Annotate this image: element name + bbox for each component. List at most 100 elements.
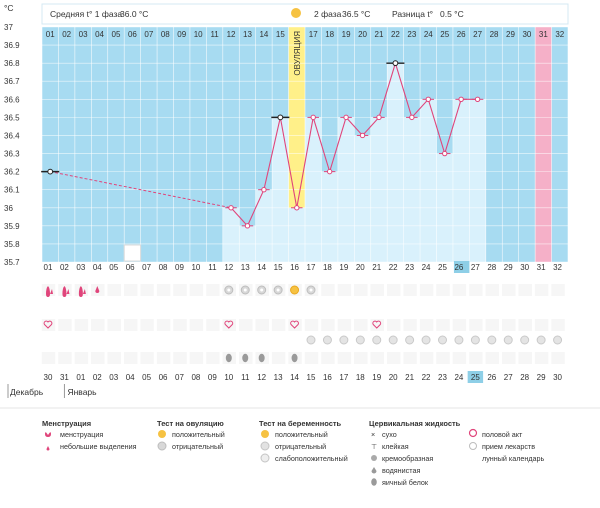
row-cell xyxy=(156,319,171,331)
cycle-day-label: 15 xyxy=(274,263,283,272)
row-cell xyxy=(485,352,500,364)
row-cell xyxy=(255,319,269,331)
pregtest-negative-icon xyxy=(306,335,316,345)
diff-label: Разница t° xyxy=(392,9,433,19)
temp-point xyxy=(343,114,349,121)
cycle-day-label: 16 xyxy=(290,263,299,272)
top-day-label: 18 xyxy=(325,30,334,39)
cycle-day-label: 27 xyxy=(471,263,480,272)
dry-icon: × xyxy=(371,430,375,439)
ovtest-negative-dot xyxy=(227,288,231,292)
calendar-date: 10 xyxy=(224,373,233,382)
row-cell xyxy=(123,352,138,364)
calendar-date: 01 xyxy=(76,373,85,382)
pregtest-negative-icon xyxy=(322,335,332,345)
cycle-day-label: 26 xyxy=(454,263,463,272)
intercourse-icon xyxy=(468,428,478,438)
cycle-day-label: 14 xyxy=(257,263,266,272)
menstruation-drop-icon xyxy=(62,286,70,297)
cycle-day-label: 31 xyxy=(537,263,546,272)
calendar-date: 05 xyxy=(142,373,151,382)
row-cell xyxy=(140,352,154,364)
top-day-label: 29 xyxy=(506,30,515,39)
top-day-label: 03 xyxy=(79,30,88,39)
ovtest-negative-dot xyxy=(260,288,264,292)
row-cell xyxy=(502,284,516,296)
pregtest-negative-icon xyxy=(339,335,349,345)
row-cell xyxy=(74,352,89,364)
top-day-label: 06 xyxy=(128,30,137,39)
cycle-day-label: 12 xyxy=(224,263,233,272)
phase2-value: 36.5 °C xyxy=(342,9,370,19)
cycle-day-label: 17 xyxy=(307,263,316,272)
row-cell xyxy=(74,319,89,331)
temp-bar xyxy=(354,135,371,262)
cycle-day-label: 25 xyxy=(438,263,447,272)
legend-ovtest-title: Тест на овуляцию xyxy=(157,419,224,428)
top-day-label: 21 xyxy=(375,30,384,39)
temp-point xyxy=(474,96,481,103)
row-cell xyxy=(107,352,121,364)
row-cell xyxy=(386,284,401,296)
calendar-date: 22 xyxy=(422,373,431,382)
row-cell xyxy=(518,284,532,296)
calendar-date: 30 xyxy=(553,373,562,382)
top-day-label: 28 xyxy=(490,30,499,39)
y-tick-label: 36.1 xyxy=(4,186,20,195)
top-day-label: 04 xyxy=(95,30,104,39)
row-cell xyxy=(534,352,549,364)
cycle-day-label: 19 xyxy=(339,263,348,272)
row-cell xyxy=(452,284,467,296)
intercourse-icon xyxy=(372,320,382,329)
top-day-label: 22 xyxy=(391,30,400,39)
row-cell xyxy=(370,284,384,296)
row-cell xyxy=(518,352,532,364)
pregtest-negative-icon xyxy=(405,335,415,345)
row-cell xyxy=(321,284,335,296)
top-day-label: 10 xyxy=(194,30,203,39)
top-day-label: 25 xyxy=(440,30,449,39)
legend-menstruation-item: менструация xyxy=(60,430,103,439)
intercourse-icon xyxy=(224,320,234,329)
row-cell xyxy=(403,352,417,364)
legend-cervical-creamy: кремообразная xyxy=(382,454,433,463)
cycle-day-label: 01 xyxy=(44,263,53,272)
legend-pregtest-positive: положительный xyxy=(275,430,328,439)
period-column xyxy=(535,27,552,262)
row-cell xyxy=(107,284,121,296)
top-day-label: 31 xyxy=(539,30,548,39)
row-cell xyxy=(485,284,500,296)
pregtest-negative-icon xyxy=(372,335,382,345)
cycle-day-label: 20 xyxy=(356,263,365,272)
temp-line-dashed xyxy=(50,171,232,209)
calendar-date: 28 xyxy=(520,373,529,382)
y-tick-label: 35.8 xyxy=(4,240,20,249)
ovulation-sun-icon xyxy=(291,8,301,18)
egg-white-icon xyxy=(371,478,377,486)
row-cell xyxy=(156,352,171,364)
temp-point xyxy=(425,96,431,103)
cycle-day-label: 08 xyxy=(159,263,168,272)
temp-point xyxy=(392,60,399,67)
row-cell xyxy=(551,319,565,331)
cycle-day-label: 04 xyxy=(93,263,102,272)
top-day-label: 26 xyxy=(457,30,466,39)
row-cell xyxy=(91,352,105,364)
light-drop-icon xyxy=(46,446,50,451)
row-cell xyxy=(551,352,565,364)
egg-white-icon xyxy=(225,353,232,363)
calendar-date: 21 xyxy=(405,373,414,382)
row-cell xyxy=(123,284,138,296)
row-cell xyxy=(140,319,154,331)
top-day-label: 05 xyxy=(112,30,121,39)
row-cell xyxy=(436,284,450,296)
pregtest-negative-icon xyxy=(260,441,270,451)
temp-point xyxy=(376,114,382,121)
legend-medication: прием лекарств xyxy=(482,442,535,451)
row-cell xyxy=(271,319,286,331)
creamy-icon xyxy=(371,455,377,461)
calendar-date: 19 xyxy=(372,373,381,382)
row-cell xyxy=(173,284,187,296)
legend-menstruation-title: Менструация xyxy=(42,419,91,428)
temp-bar xyxy=(321,171,338,262)
